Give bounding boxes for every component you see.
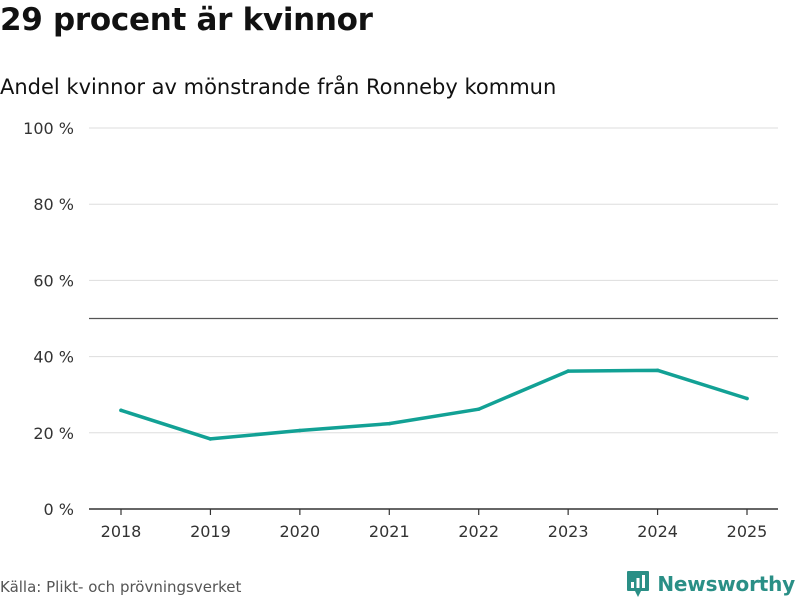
data-point — [476, 407, 481, 411]
x-tick-label: 2019 — [190, 522, 231, 541]
data-point — [119, 408, 123, 413]
data-point — [745, 396, 749, 401]
data-point — [387, 421, 392, 426]
y-tick-label: 20 % — [33, 424, 74, 443]
x-tick-label: 2022 — [458, 522, 499, 541]
chart-title: 29 procent är kvinnor — [0, 2, 373, 38]
data-point — [298, 428, 302, 433]
source-note: Källa: Plikt- och prövningsverket — [0, 578, 242, 596]
data-point — [655, 368, 660, 373]
y-tick-label: 60 % — [33, 271, 74, 290]
x-tick-label: 2025 — [727, 522, 768, 541]
x-tick-label: 2021 — [369, 522, 410, 541]
newsworthy-logo-icon — [627, 571, 650, 597]
brand: Newsworthy — [626, 570, 795, 598]
x-tick-label: 2018 — [101, 522, 142, 541]
x-tick-label: 2024 — [637, 522, 678, 541]
y-tick-label: 0 % — [44, 500, 74, 519]
chart-subtitle: Andel kvinnor av mönstrande från Ronneby… — [0, 75, 557, 99]
brand-name: Newsworthy — [657, 572, 795, 596]
x-tick-label: 2023 — [548, 522, 589, 541]
y-tick-label: 40 % — [33, 348, 74, 367]
y-tick-label: 100 % — [23, 119, 74, 138]
y-tick-label: 80 % — [33, 195, 74, 214]
series-line — [119, 368, 749, 441]
x-tick-label: 2020 — [279, 522, 320, 541]
data-point — [208, 437, 213, 441]
data-point — [566, 369, 570, 373]
